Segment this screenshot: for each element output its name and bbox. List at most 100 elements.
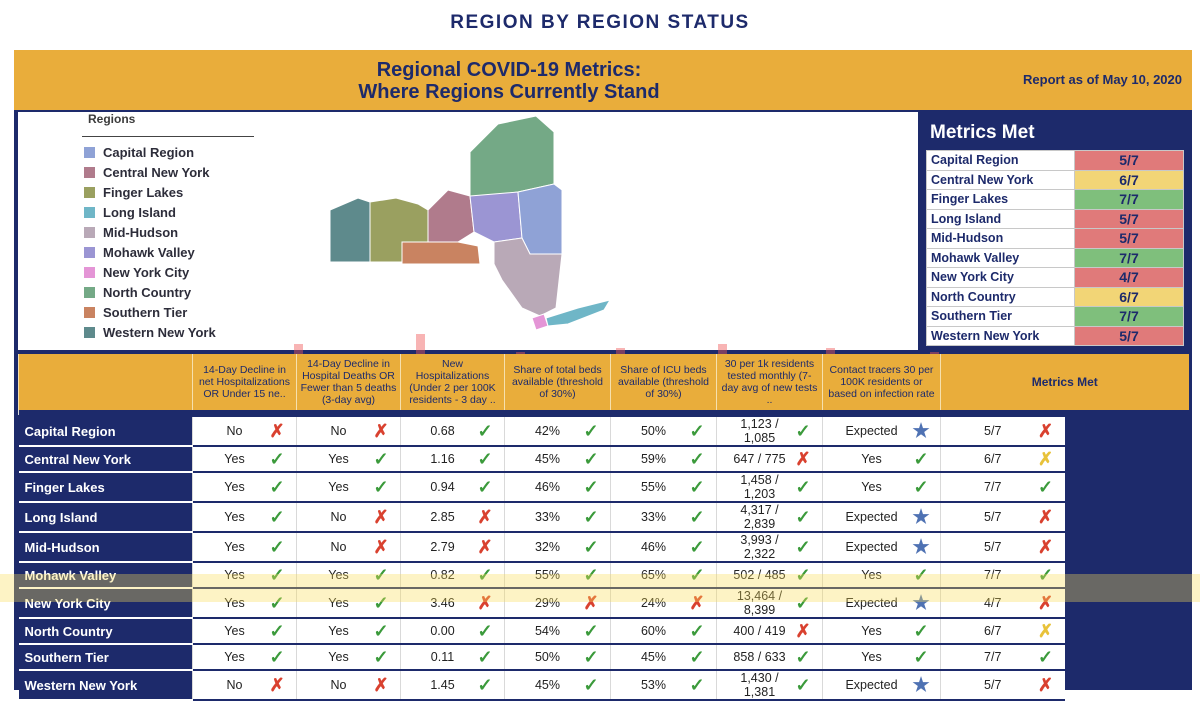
table-row: North Country Yes ✓ Yes ✓ 0.00 ✓ 54% ✓ 60% ✓ 400 / … bbox=[18, 618, 1189, 645]
cell-c3: 0.68 ✓ bbox=[400, 416, 505, 447]
cell-value: 7/7 bbox=[984, 568, 1002, 582]
cell-value: 2.85 bbox=[430, 510, 455, 524]
check-icon: ✓ bbox=[583, 536, 599, 557]
cell-value: Expected bbox=[845, 678, 898, 692]
cell-c6: 1,458 / 1,203 ✓ bbox=[716, 472, 823, 503]
cell-value: Expected bbox=[845, 596, 898, 610]
metrics-met-region: Mohawk Valley bbox=[926, 247, 1075, 268]
metrics-met-score: 6/7 bbox=[1074, 169, 1184, 190]
cell-c2: Yes ✓ bbox=[296, 472, 401, 503]
region-metrics-table: 14-Day Decline in net Hospitalizations O… bbox=[18, 354, 1189, 701]
cell-c1: Yes ✓ bbox=[192, 502, 297, 533]
cell-c4: 29% ✗ bbox=[504, 588, 611, 619]
star-icon: ★ bbox=[912, 506, 930, 528]
header-total-beds: Share of total beds available (threshold… bbox=[504, 354, 611, 410]
cell-value: Yes bbox=[328, 650, 349, 664]
metrics-met-row: New York City 4/7 bbox=[926, 267, 1184, 288]
row-region: Mid-Hudson bbox=[18, 532, 193, 563]
legend-item: Long Island bbox=[84, 202, 216, 222]
check-icon: ✓ bbox=[373, 592, 389, 613]
cell-c6: 3,993 / 2,322 ✓ bbox=[716, 532, 823, 563]
cell-value: 4,317 / 2,839 bbox=[740, 503, 779, 531]
cell-c1: Yes ✓ bbox=[192, 446, 297, 473]
cell-c6: 647 / 775 ✗ bbox=[716, 446, 823, 473]
cell-c2: No ✗ bbox=[296, 416, 401, 447]
check-icon: ✓ bbox=[689, 620, 705, 641]
check-icon: ✓ bbox=[583, 448, 599, 469]
cell-c1: Yes ✓ bbox=[192, 644, 297, 671]
metrics-met-score: 4/7 bbox=[1074, 267, 1184, 288]
cell-c3: 3.46 ✗ bbox=[400, 588, 505, 619]
map-mid-hudson bbox=[493, 237, 563, 317]
cell-c7: Yes ✓ bbox=[822, 562, 941, 589]
cell-c8: 7/7 ✓ bbox=[940, 644, 1065, 671]
header-net-hospitalizations: 14-Day Decline in net Hospitalizations O… bbox=[192, 354, 297, 410]
x-icon: ✗ bbox=[795, 620, 811, 641]
check-icon: ✓ bbox=[269, 592, 285, 613]
legend-label: Finger Lakes bbox=[103, 184, 184, 200]
legend-label: Long Island bbox=[103, 204, 176, 220]
cell-value: Yes bbox=[861, 480, 882, 494]
cell-value: No bbox=[330, 510, 347, 524]
legend-swatch bbox=[84, 306, 95, 318]
cell-value: No bbox=[330, 678, 347, 692]
check-icon: ✓ bbox=[795, 420, 811, 441]
cell-value: 858 / 633 bbox=[733, 650, 786, 664]
check-icon: ✓ bbox=[689, 420, 705, 441]
check-icon: ✓ bbox=[583, 476, 599, 497]
cell-value: 65% bbox=[640, 568, 667, 582]
metrics-met-score: 5/7 bbox=[1074, 150, 1184, 171]
check-icon: ✓ bbox=[913, 646, 929, 667]
cell-value: 0.68 bbox=[430, 424, 455, 438]
legend-swatch bbox=[84, 206, 95, 218]
cell-value: Yes bbox=[224, 596, 245, 610]
cell-value: Yes bbox=[861, 650, 882, 664]
check-icon: ✓ bbox=[477, 620, 493, 641]
cell-value: 46% bbox=[640, 540, 667, 554]
cell-value: 0.00 bbox=[430, 624, 455, 638]
cell-c5: 60% ✓ bbox=[610, 618, 717, 645]
report-title: Regional COVID-19 Metrics: Where Regions… bbox=[274, 59, 744, 103]
cell-c3: 0.00 ✓ bbox=[400, 618, 505, 645]
metrics-met-region: Central New York bbox=[926, 169, 1075, 190]
cell-c6: 1,123 / 1,085 ✓ bbox=[716, 416, 823, 447]
cell-c4: 46% ✓ bbox=[504, 472, 611, 503]
cell-c5: 65% ✓ bbox=[610, 562, 717, 589]
cell-value: 46% bbox=[534, 480, 561, 494]
cell-value: 5/7 bbox=[984, 510, 1002, 524]
table-row: Southern Tier Yes ✓ Yes ✓ 0.11 ✓ 50% ✓ 45% ✓ 858 / … bbox=[18, 644, 1189, 671]
legend-swatch bbox=[84, 226, 95, 238]
check-icon: ✓ bbox=[269, 536, 285, 557]
x-icon: ✗ bbox=[373, 506, 389, 527]
cell-c8: 5/7 ✗ bbox=[940, 502, 1065, 533]
cell-c5: 33% ✓ bbox=[610, 502, 717, 533]
x-icon: ✗ bbox=[477, 506, 493, 527]
check-icon: ✓ bbox=[1037, 646, 1054, 667]
legend-swatch bbox=[84, 186, 95, 198]
cell-c2: Yes ✓ bbox=[296, 446, 401, 473]
legend-swatch bbox=[84, 246, 95, 258]
legend-label: Western New York bbox=[103, 324, 216, 340]
check-icon: ✓ bbox=[795, 506, 811, 527]
metrics-met-row: Central New York 6/7 bbox=[926, 169, 1184, 190]
cell-value: 3.46 bbox=[430, 596, 455, 610]
cell-value: 45% bbox=[534, 452, 561, 466]
check-icon: ✓ bbox=[689, 646, 705, 667]
cell-value: Yes bbox=[328, 480, 349, 494]
cell-value: No bbox=[226, 424, 243, 438]
x-icon: ✗ bbox=[373, 536, 389, 557]
cell-c4: 42% ✓ bbox=[504, 416, 611, 447]
map-mohawk-valley bbox=[469, 191, 523, 243]
table-row: Finger Lakes Yes ✓ Yes ✓ 0.94 ✓ 46% ✓ 55% ✓ 1,458 /… bbox=[18, 472, 1189, 503]
map-long-island bbox=[545, 299, 612, 327]
legend-label: Mohawk Valley bbox=[103, 244, 195, 260]
row-region: North Country bbox=[18, 618, 193, 645]
legend-divider bbox=[82, 136, 254, 137]
metrics-met-row: Long Island 5/7 bbox=[926, 208, 1184, 229]
cell-value: Yes bbox=[224, 510, 245, 524]
check-icon: ✓ bbox=[477, 448, 493, 469]
cell-c1: Yes ✓ bbox=[192, 532, 297, 563]
cell-value: Yes bbox=[328, 452, 349, 466]
cell-c5: 59% ✓ bbox=[610, 446, 717, 473]
legend-item: North Country bbox=[84, 282, 216, 302]
